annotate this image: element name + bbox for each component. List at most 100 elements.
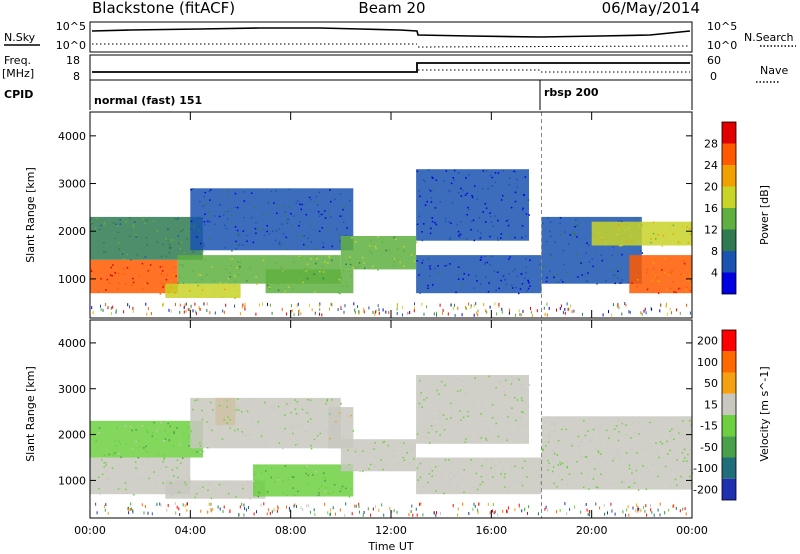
power-speckle bbox=[278, 282, 280, 285]
power-speckle bbox=[481, 188, 484, 190]
power-speckle bbox=[255, 222, 257, 224]
velocity-speckle bbox=[103, 466, 105, 468]
velocity-speckle bbox=[418, 402, 421, 405]
time-axis-tick-label: 04:00 bbox=[174, 524, 206, 537]
power-speckle bbox=[162, 286, 164, 288]
power-speckle bbox=[269, 288, 271, 290]
velocity-speckle bbox=[582, 486, 585, 489]
power-scatter-strip bbox=[187, 307, 189, 311]
velocity-speckle bbox=[511, 375, 513, 378]
power-speckle bbox=[192, 251, 195, 253]
power-speckle bbox=[628, 227, 630, 229]
power-scatter-strip bbox=[372, 310, 374, 314]
power-speckle bbox=[598, 231, 601, 233]
power-speckle bbox=[250, 192, 253, 194]
velocity-speckle bbox=[419, 406, 421, 408]
velocity-speckle bbox=[176, 467, 178, 469]
time-axis-tick-label: 08:00 bbox=[275, 524, 307, 537]
power-speckle bbox=[520, 191, 522, 193]
power-scatter-strip bbox=[641, 312, 643, 316]
power-speckle bbox=[635, 278, 638, 281]
velocity-scatter-strip bbox=[166, 508, 168, 512]
velocity-speckle bbox=[348, 496, 351, 498]
velocity-scatter-strip bbox=[502, 509, 504, 513]
power-speckle bbox=[126, 267, 129, 269]
velocity-speckle bbox=[137, 477, 139, 480]
velocity-speckle bbox=[432, 417, 434, 420]
power-speckle bbox=[494, 215, 496, 217]
power-scatter-strip bbox=[127, 303, 129, 307]
power-speckle bbox=[148, 269, 150, 272]
velocity-speckle bbox=[492, 458, 494, 460]
power-scatter-strip bbox=[568, 307, 570, 311]
power-speckle bbox=[508, 177, 511, 179]
power-scatter-strip bbox=[442, 309, 444, 312]
velocity-scatter-strip bbox=[306, 504, 308, 508]
velocity-speckle bbox=[618, 419, 620, 421]
power-speckle bbox=[103, 222, 106, 224]
power-speckle bbox=[562, 249, 565, 252]
power-speckle bbox=[683, 260, 685, 262]
power-speckle bbox=[291, 224, 293, 226]
velocity-scatter-strip bbox=[420, 502, 422, 506]
power-speckle bbox=[349, 256, 351, 258]
velocity-speckle bbox=[441, 424, 443, 427]
power-speckle bbox=[108, 282, 111, 284]
power-speckle bbox=[346, 285, 348, 287]
velocity-speckle bbox=[686, 460, 688, 462]
power-speckle bbox=[464, 194, 467, 196]
power-speckle bbox=[98, 228, 101, 231]
power-speckle bbox=[159, 293, 162, 295]
velocity-speckle bbox=[522, 388, 524, 391]
power-speckle bbox=[363, 262, 365, 264]
power-scatter-strip bbox=[483, 303, 485, 307]
velocity-speckle bbox=[188, 435, 190, 437]
power-speckle bbox=[609, 257, 612, 259]
power-speckle bbox=[600, 254, 602, 256]
power-speckle bbox=[661, 269, 663, 271]
velocity-speckle bbox=[518, 467, 520, 469]
velocity-speckle bbox=[580, 430, 582, 432]
power-ytick-label: 2000 bbox=[58, 225, 86, 238]
power-speckle bbox=[683, 274, 685, 276]
time-axis-title: Time UT bbox=[367, 540, 413, 553]
power-speckle bbox=[322, 246, 325, 248]
velocity-speckle bbox=[466, 391, 469, 393]
power-speckle bbox=[329, 189, 331, 191]
power-speckle bbox=[580, 262, 582, 264]
power-scatter-strip bbox=[436, 311, 437, 315]
velocity-speckle bbox=[224, 423, 226, 425]
velocity-speckle bbox=[514, 397, 516, 399]
power-speckle bbox=[279, 244, 281, 246]
velocity-speckle bbox=[201, 409, 203, 412]
velocity-speckle bbox=[542, 448, 544, 450]
velocity-scatter-strip bbox=[599, 506, 601, 510]
power-scatter-strip bbox=[573, 309, 575, 313]
power-speckle bbox=[397, 259, 399, 261]
velocity-scatter-strip bbox=[675, 506, 677, 510]
power-speckle bbox=[611, 254, 614, 257]
power-speckle bbox=[685, 289, 687, 291]
power-scatter-strip bbox=[468, 302, 469, 306]
velocity-speckle bbox=[412, 446, 414, 449]
velocity-speckle bbox=[553, 451, 555, 453]
velocity-scatter-strip bbox=[351, 512, 353, 516]
velocity-region-4 bbox=[190, 397, 341, 449]
power-speckle bbox=[199, 200, 201, 203]
power-speckle bbox=[281, 268, 284, 270]
power-speckle bbox=[586, 242, 588, 244]
velocity-speckle bbox=[481, 481, 484, 483]
velocity-speckle bbox=[615, 425, 618, 427]
velocity-speckle bbox=[171, 469, 174, 471]
velocity-speckle bbox=[521, 481, 523, 484]
velocity-scatter-strip bbox=[208, 502, 210, 506]
velocity-speckle bbox=[504, 379, 507, 382]
power-speckle bbox=[652, 232, 655, 235]
velocity-scatter-strip bbox=[175, 511, 177, 515]
power-speckle bbox=[206, 274, 208, 276]
velocity-speckle bbox=[491, 436, 493, 439]
power-scatter-strip bbox=[450, 303, 452, 307]
velocity-scatter-strip bbox=[626, 508, 628, 512]
velocity-speckle bbox=[306, 412, 308, 414]
power-speckle bbox=[472, 219, 475, 222]
